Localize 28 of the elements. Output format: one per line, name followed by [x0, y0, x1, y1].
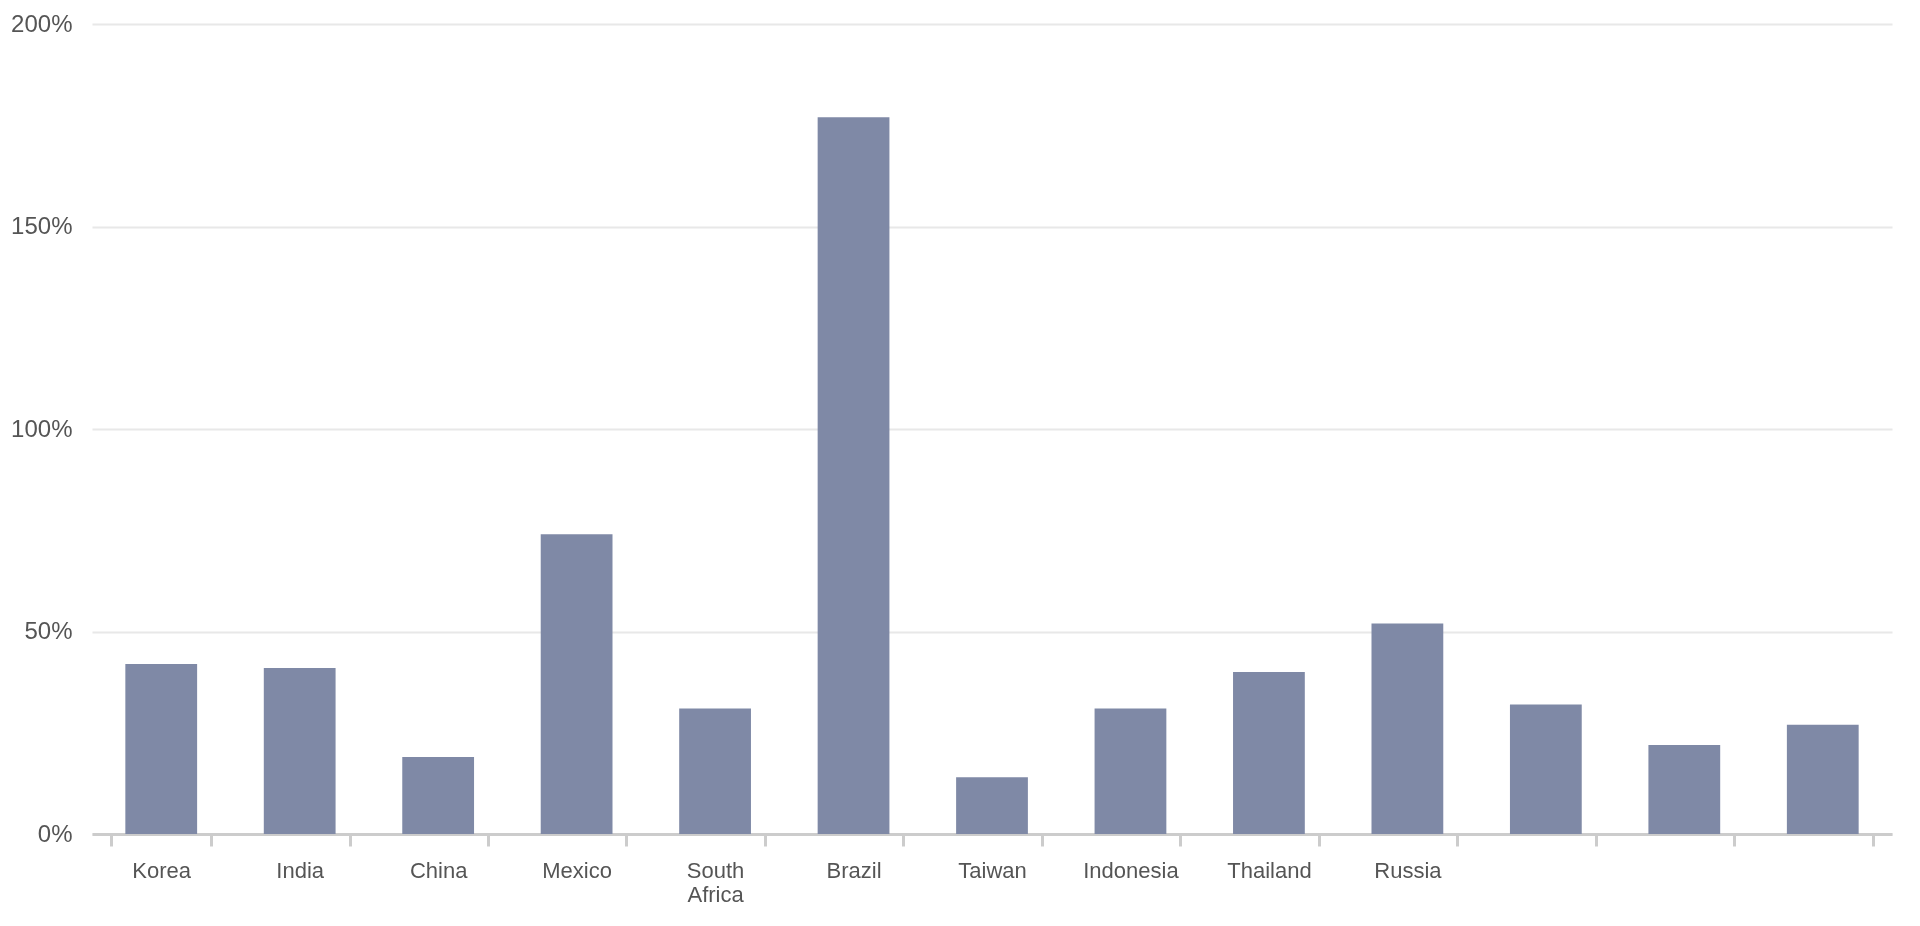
- bar: [956, 777, 1028, 834]
- bar: [1371, 623, 1444, 834]
- x-tick-label: Korea: [132, 857, 192, 883]
- bar: [1094, 708, 1167, 834]
- bar: [540, 534, 613, 834]
- y-tick-label: 200%: [11, 9, 73, 37]
- x-tick-label: Indonesia: [1083, 857, 1180, 883]
- x-tick-label: Taiwan: [958, 857, 1027, 883]
- x-tick-label: Mexico: [542, 857, 612, 883]
- bar: [125, 663, 198, 834]
- y-tick-label: 100%: [11, 414, 73, 442]
- bar: [1786, 724, 1859, 834]
- bar: [1648, 744, 1721, 834]
- bar: [402, 757, 475, 834]
- bar: [1509, 704, 1582, 834]
- y-tick-label: 150%: [11, 212, 73, 239]
- x-tick-label: China: [409, 857, 469, 883]
- bar: [1233, 672, 1305, 834]
- y-tick-label: 50%: [24, 617, 73, 644]
- x-tick-label: Brazil: [826, 857, 882, 883]
- bar: [263, 667, 336, 834]
- bar: [817, 117, 890, 834]
- x-tick-label: Thailand: [1227, 857, 1312, 883]
- bar: [679, 708, 751, 834]
- x-tick-label: Russia: [1374, 857, 1443, 883]
- y-tick-label: 0%: [37, 819, 73, 847]
- x-tick-label: India: [276, 857, 325, 883]
- x-tick-label: South Africa: [686, 857, 745, 907]
